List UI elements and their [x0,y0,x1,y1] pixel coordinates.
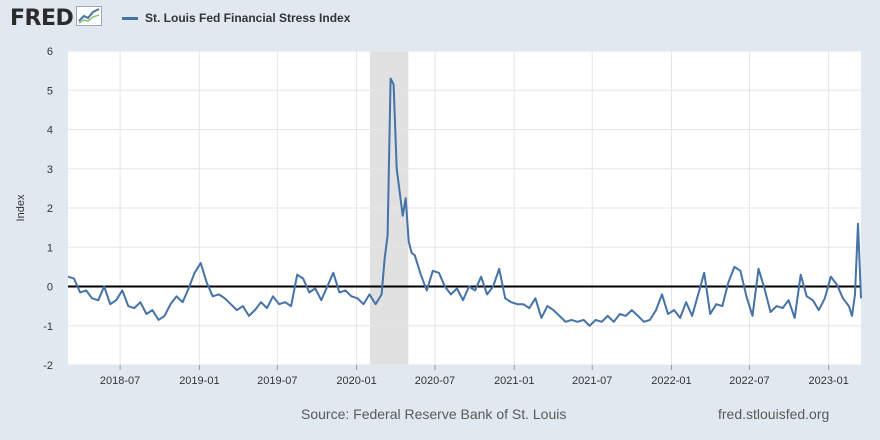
x-tick-label: 2018-07 [100,375,140,387]
x-tick-label: 2021-01 [494,375,534,387]
fred-logo[interactable]: FRED [10,6,103,31]
y-tick-label: 0 [47,282,53,294]
y-tick-label: 4 [47,125,53,137]
y-tick-label: 6 [47,46,53,58]
line-chart-icon [76,6,103,31]
chart-header: FRED St. Louis Fed Financial Stress Inde… [0,0,880,40]
x-tick-label: 2020-07 [415,375,455,387]
y-tick-label: 1 [47,242,53,254]
legend-label: St. Louis Fed Financial Stress Index [145,11,351,25]
logo-text: FRED [10,6,74,31]
x-tick-label: 2022-07 [729,375,769,387]
y-axis-label: Index [15,194,27,221]
x-tick-label: 2020-01 [336,375,376,387]
y-tick-label: 2 [47,203,53,215]
y-tick-label: -1 [43,321,53,333]
x-tick-label: 2023-01 [809,375,849,387]
source-url[interactable]: fred.stlouisfed.org [718,406,830,422]
x-tick-label: 2019-07 [257,375,297,387]
x-tick-label: 2019-01 [179,375,219,387]
legend-swatch [122,16,138,20]
y-tick-label: -2 [43,360,53,372]
y-tick-label: 5 [47,85,53,97]
x-tick-label: 2022-01 [651,375,691,387]
series-line[interactable] [67,77,862,327]
chart-legend: St. Louis Fed Financial Stress Index [122,11,350,25]
x-tick-label: 2021-07 [572,375,612,387]
source-note: Source: Federal Reserve Bank of St. Loui… [301,406,567,422]
y-tick-label: 3 [47,164,53,176]
